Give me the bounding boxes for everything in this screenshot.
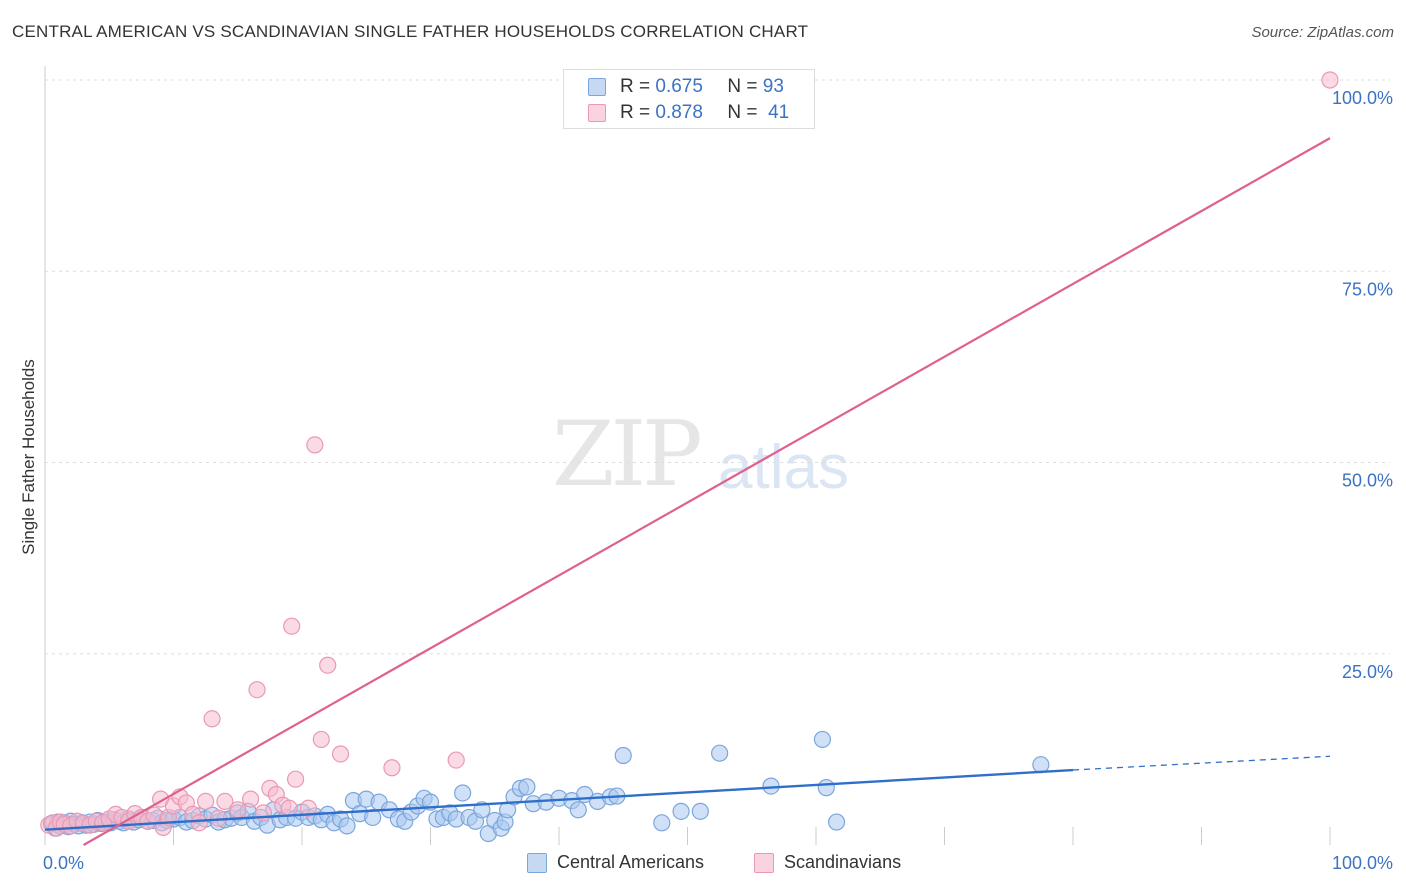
scandinavian-point bbox=[286, 770, 305, 788]
scandinavian-point bbox=[229, 801, 247, 819]
central-american-point bbox=[473, 801, 491, 819]
series-legend: Central Americans Scandinavians bbox=[0, 852, 1406, 878]
watermark-atlas: atlas bbox=[718, 433, 849, 502]
scandinavian-point bbox=[299, 799, 318, 817]
scandinavian-point bbox=[1321, 71, 1339, 89]
source-label: Source: ZipAtlas.com bbox=[1251, 24, 1394, 41]
scandinavian-point bbox=[190, 814, 208, 832]
central-american-point bbox=[813, 730, 832, 749]
legend-n-label: N = bbox=[727, 102, 758, 123]
central-american-point bbox=[827, 813, 846, 831]
scandinavian-trendline bbox=[83, 137, 1331, 846]
central-american-point bbox=[338, 817, 356, 835]
central-american-point bbox=[711, 744, 729, 762]
legend-swatch-pink bbox=[588, 104, 606, 122]
central-american-point bbox=[691, 802, 709, 820]
central-american-point bbox=[569, 801, 587, 819]
legend-r-value: 0.878 bbox=[655, 102, 703, 123]
scandinavian-point bbox=[216, 792, 234, 810]
legend-swatch-pink bbox=[754, 852, 774, 873]
stats-legend: R = 0.675 N = 93 R = 0.878 N = 41 bbox=[563, 69, 815, 129]
y-tick-label: 50.0% bbox=[1342, 471, 1393, 491]
legend-item-central-americans[interactable]: Central Americans bbox=[527, 852, 704, 873]
central-american-point bbox=[614, 746, 632, 765]
central-american-point bbox=[454, 784, 472, 802]
scandinavian-point bbox=[331, 745, 350, 763]
central-american-trendline-extension bbox=[1072, 755, 1331, 771]
legend-r-value: 0.675 bbox=[655, 76, 703, 97]
x-tick-label: 100.0% bbox=[1332, 853, 1393, 873]
x-tick-label: 0.0% bbox=[43, 853, 84, 873]
y-tick-label: 100.0% bbox=[1332, 88, 1393, 108]
central-american-point bbox=[518, 778, 536, 796]
scandinavian-point bbox=[280, 799, 298, 817]
legend-label: Central Americans bbox=[557, 852, 705, 872]
scandinavian-point bbox=[306, 436, 324, 454]
legend-r-label: R = bbox=[620, 102, 651, 123]
central-american-point bbox=[653, 814, 671, 832]
legend-n-value: 93 bbox=[762, 76, 784, 97]
chart-title: CENTRAL AMERICAN VS SCANDINAVIAN SINGLE … bbox=[12, 22, 809, 41]
central-american-trendline bbox=[44, 768, 1074, 831]
y-axis-label: Single Father Households bbox=[19, 359, 38, 555]
scandinavian-point bbox=[197, 792, 215, 810]
scandinavian-point bbox=[248, 681, 266, 699]
central-american-point bbox=[672, 802, 690, 820]
scandinavian-point bbox=[383, 759, 401, 777]
legend-item-scandinavians[interactable]: Scandinavians bbox=[754, 852, 901, 873]
watermark-zip: ZIP bbox=[552, 402, 703, 507]
central-american-point bbox=[364, 808, 382, 827]
y-tick-label: 75.0% bbox=[1342, 279, 1393, 299]
legend-row-scandinavians: R = 0.878 N = 41 bbox=[588, 101, 789, 125]
scandinavian-point bbox=[283, 617, 301, 635]
scandinavian-point bbox=[319, 656, 337, 674]
legend-swatch-blue bbox=[588, 78, 606, 96]
legend-r-label: R = bbox=[620, 76, 651, 97]
scandinavian-point bbox=[447, 751, 465, 769]
legend-swatch-blue bbox=[527, 852, 547, 873]
scandinavian-point bbox=[312, 730, 330, 749]
central-american-point bbox=[817, 779, 835, 797]
legend-label: Scandinavians bbox=[784, 852, 902, 872]
legend-n-label: N = bbox=[727, 76, 758, 97]
central-american-point bbox=[1032, 756, 1050, 774]
legend-row-central-americans: R = 0.675 N = 93 bbox=[588, 75, 784, 99]
scandinavian-point bbox=[242, 790, 260, 808]
legend-n-value: 41 bbox=[768, 102, 790, 123]
y-tick-label: 25.0% bbox=[1342, 662, 1393, 682]
scandinavian-point bbox=[203, 710, 221, 728]
